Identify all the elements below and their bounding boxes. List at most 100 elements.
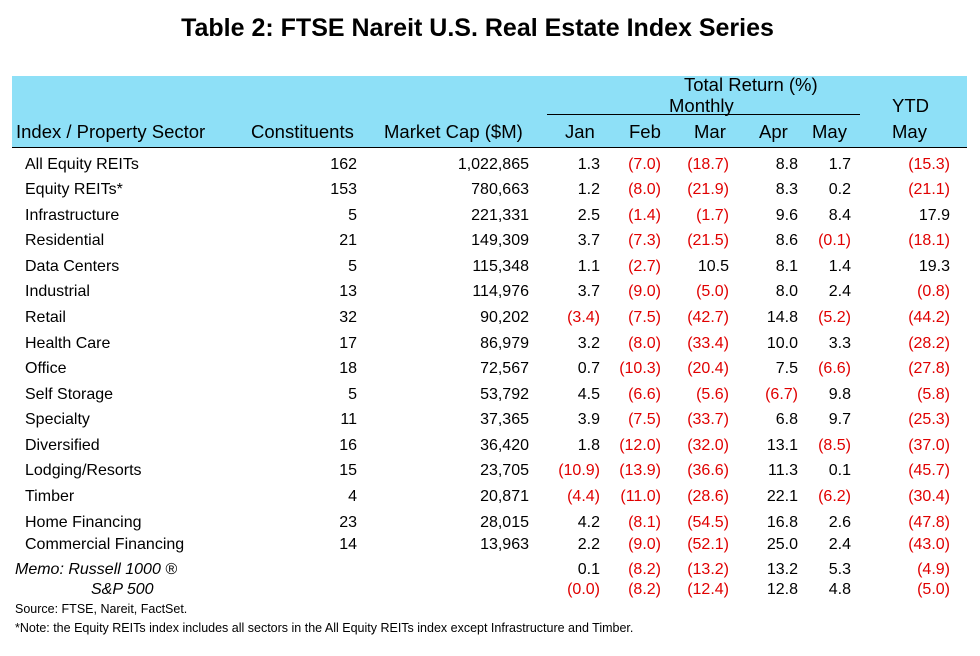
- jan-return-cell: 3.9: [577, 411, 600, 428]
- ytd-return-cell: (5.0): [917, 581, 950, 598]
- table-header: Total Return (%) Monthly YTD Index / Pro…: [12, 74, 967, 148]
- apr-return-cell: 8.0: [775, 283, 798, 300]
- may-return-cell: 2.4: [828, 283, 851, 300]
- may-return-cell: (5.2): [818, 309, 851, 326]
- col-ytd-may-header: May: [892, 121, 927, 142]
- ytd-return-cell: (43.0): [908, 536, 950, 553]
- constituents-cell: 21: [339, 232, 357, 249]
- feb-return-cell: (9.0): [628, 283, 661, 300]
- apr-return-cell: 8.8: [775, 156, 798, 173]
- mar-return-cell: (33.7): [687, 411, 729, 428]
- market-cap-cell: 1,022,865: [457, 156, 529, 173]
- market-cap-cell: 115,348: [472, 258, 529, 275]
- ytd-return-cell: (25.3): [908, 411, 950, 428]
- ytd-return-cell: (5.8): [917, 386, 950, 403]
- ytd-return-cell: (44.2): [908, 309, 950, 326]
- col-constituents-header: Constituents: [251, 121, 354, 142]
- sector-name: Data Centers: [25, 258, 120, 275]
- may-return-cell: 1.7: [828, 156, 851, 173]
- sector-name: Industrial: [25, 283, 90, 300]
- mar-return-cell: (12.4): [687, 581, 729, 598]
- feb-return-cell: (12.0): [619, 437, 661, 454]
- ytd-return-cell: (21.1): [908, 181, 950, 198]
- may-return-cell: 2.4: [828, 536, 851, 553]
- equity-reits-note: *Note: the Equity REITs index includes a…: [15, 621, 634, 635]
- constituents-cell: 23: [339, 514, 357, 531]
- mar-return-cell: (52.1): [687, 536, 729, 553]
- feb-return-cell: (9.0): [628, 536, 661, 553]
- constituents-cell: 5: [348, 258, 357, 275]
- ytd-return-cell: (18.1): [908, 232, 950, 249]
- apr-return-cell: 16.8: [766, 514, 798, 531]
- feb-return-cell: (8.0): [628, 181, 661, 198]
- table-row: Equity REITs* 153 780,663 1.2 (8.0) (21.9) 8.3…: [12, 181, 967, 203]
- memo-row: Memo: Russell 1000 ® 0.1 (8.2) (13.2) 13.2 5.…: [12, 561, 967, 583]
- feb-return-cell: (7.5): [628, 411, 661, 428]
- memo-name: Memo: Russell 1000 ®: [15, 561, 178, 578]
- memo-name: S&P 500: [91, 581, 154, 598]
- market-cap-cell: 53,792: [480, 386, 529, 403]
- may-return-cell: 2.6: [828, 514, 851, 531]
- table-row: Timber 4 20,871 (4.4) (11.0) (28.6) 22.1 (6.2) (…: [12, 488, 967, 510]
- may-return-cell: 9.8: [828, 386, 851, 403]
- ytd-return-cell: (4.9): [917, 561, 950, 578]
- table-row: All Equity REITs 162 1,022,865 1.3 (7.0) (18.…: [12, 156, 967, 178]
- ytd-return-cell: (28.2): [908, 335, 950, 352]
- table-title: Table 2: FTSE Nareit U.S. Real Estate In…: [181, 14, 774, 42]
- market-cap-cell: 149,309: [471, 232, 529, 249]
- constituents-cell: 32: [339, 309, 357, 326]
- sector-name: Office: [25, 360, 67, 377]
- sector-name: Self Storage: [25, 386, 114, 403]
- sector-name: Specialty: [25, 411, 90, 428]
- market-cap-cell: 90,202: [480, 309, 529, 326]
- mar-return-cell: 10.5: [697, 258, 729, 275]
- may-return-cell: 9.7: [828, 411, 851, 428]
- market-cap-cell: 28,015: [480, 514, 529, 531]
- table-row: Specialty 11 37,365 3.9 (7.5) (33.7) 6.8 9.7 (25…: [12, 411, 967, 433]
- may-return-cell: 5.3: [828, 561, 851, 578]
- jan-return-cell: 3.7: [577, 283, 600, 300]
- mar-return-cell: (18.7): [687, 156, 729, 173]
- table-row: Industrial 13 114,976 3.7 (9.0) (5.0) 8.0 2.4 (0…: [12, 283, 967, 305]
- may-return-cell: 3.3: [828, 335, 851, 352]
- jan-return-cell: 3.7: [577, 232, 600, 249]
- col-index-header: Index / Property Sector: [16, 121, 206, 142]
- feb-return-cell: (8.1): [628, 514, 661, 531]
- mar-return-cell: (5.0): [696, 283, 729, 300]
- market-cap-cell: 37,365: [480, 411, 529, 428]
- constituents-cell: 11: [340, 411, 357, 428]
- col-apr-header: Apr: [759, 121, 788, 142]
- apr-return-cell: 13.2: [766, 561, 798, 578]
- ytd-return-cell: (37.0): [908, 437, 950, 454]
- market-cap-cell: 221,331: [471, 207, 529, 224]
- feb-return-cell: (8.2): [628, 561, 661, 578]
- constituents-cell: 4: [348, 488, 357, 505]
- apr-return-cell: 8.3: [775, 181, 798, 198]
- may-return-cell: (8.5): [818, 437, 851, 454]
- ytd-header: YTD: [892, 95, 929, 116]
- apr-return-cell: 14.8: [766, 309, 798, 326]
- sector-name: Lodging/Resorts: [25, 462, 142, 479]
- may-return-cell: (6.6): [818, 360, 851, 377]
- monthly-underline: [547, 114, 860, 115]
- jan-return-cell: 2.2: [577, 536, 600, 553]
- monthly-header: Monthly: [669, 95, 734, 116]
- ytd-return-cell: 17.9: [918, 207, 950, 224]
- jan-return-cell: (10.9): [558, 462, 600, 479]
- col-mar-header: Mar: [694, 121, 726, 142]
- may-return-cell: 4.8: [828, 581, 851, 598]
- may-return-cell: (0.1): [818, 232, 851, 249]
- jan-return-cell: 0.1: [577, 561, 600, 578]
- market-cap-cell: 36,420: [480, 437, 529, 454]
- sector-name: Infrastructure: [25, 207, 120, 224]
- sector-name: Equity REITs*: [25, 181, 123, 198]
- table-row: Infrastructure 5 221,331 2.5 (1.4) (1.7) 9.6 8.…: [12, 207, 967, 229]
- feb-return-cell: (6.6): [628, 386, 661, 403]
- memo-row: S&P 500 (0.0) (8.2) (12.4) 12.8 4.8 (5.0): [12, 581, 967, 603]
- apr-return-cell: (6.7): [765, 386, 798, 403]
- apr-return-cell: 9.6: [775, 207, 798, 224]
- apr-return-cell: 22.1: [766, 488, 798, 505]
- apr-return-cell: 8.6: [775, 232, 798, 249]
- sector-name: Residential: [25, 232, 105, 249]
- feb-return-cell: (8.0): [628, 335, 661, 352]
